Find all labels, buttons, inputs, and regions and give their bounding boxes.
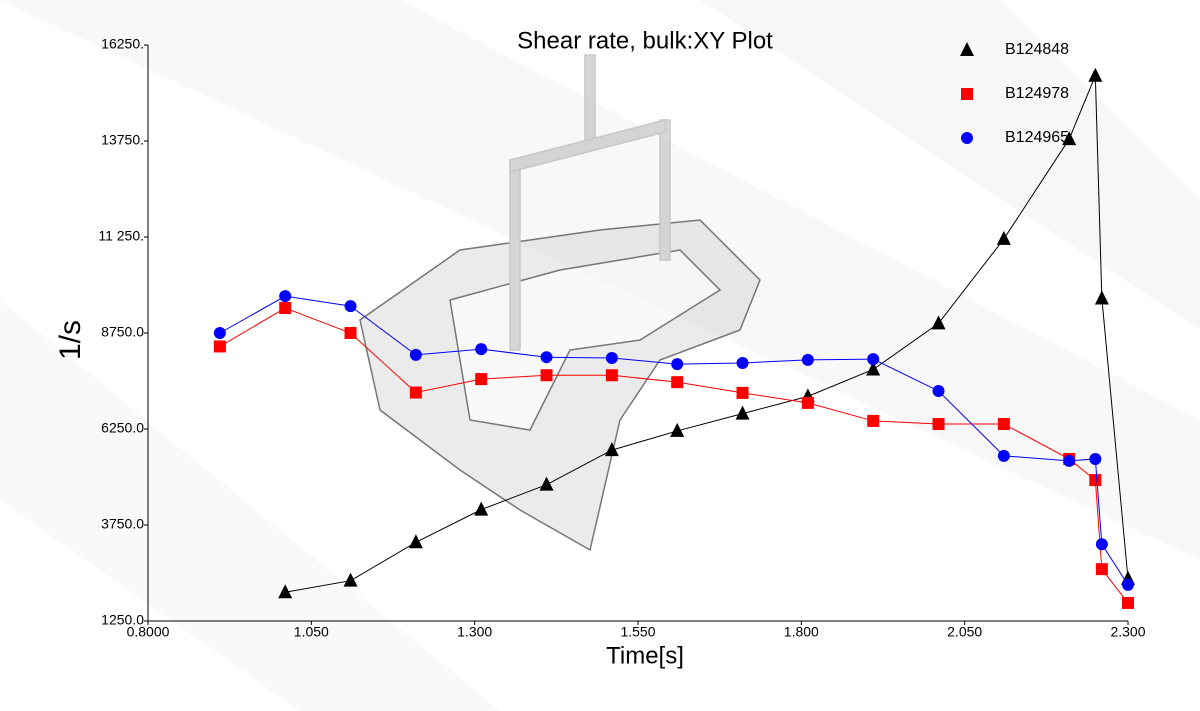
x-tick-label: 1.800 [784,624,819,640]
data-point [735,405,750,420]
data-point [996,230,1011,245]
data-point [540,369,553,382]
data-point [1122,596,1134,609]
data-point [866,361,881,376]
data-point [408,534,423,549]
data-point [1094,290,1109,305]
data-point [932,418,945,431]
x-tick-label: 0.8000 [127,624,170,640]
data-point [801,396,814,409]
data-point [344,300,357,313]
data-point [1062,131,1077,146]
data-point [671,376,684,389]
x-tick-label: 2.050 [947,624,982,640]
data-point [213,327,226,339]
data-point [279,290,292,303]
data-point [475,373,488,386]
y-tick-label: 3750.0 [101,516,144,532]
data-point [540,351,553,364]
legend-label: B124978 [1005,85,1069,102]
model-image [359,54,761,552]
data-point [409,348,422,361]
data-point [670,422,685,437]
data-point [1089,452,1102,465]
y-tick-label: 6250.0 [101,420,144,436]
x-axis-label: Time[s] [606,642,684,669]
y-tick-label: 11 250. [98,228,144,244]
data-point [604,442,619,457]
y-tick-label: 8750.0 [101,324,144,340]
data-point [475,343,488,356]
legend-marker [961,132,973,144]
data-point [1089,474,1102,487]
legend-marker [961,88,973,100]
legend-marker [960,42,974,56]
data-point [1063,454,1076,467]
data-point [605,351,618,364]
data-point [278,584,293,599]
data-point [736,356,749,369]
data-point [605,369,618,382]
data-point [867,353,880,366]
x-tick-label: 1.550 [620,624,655,640]
data-point [997,418,1010,431]
data-point [539,476,554,491]
chart-title: Shear rate, bulk:XY Plot [517,27,773,54]
y-tick-label: 1250.0 [101,612,144,628]
data-point [997,449,1010,462]
data-point [344,327,357,339]
series-line [285,75,1129,593]
data-point [932,384,945,397]
legend-label: B124965 [1005,129,1069,146]
legend-label: B124848 [1005,41,1069,58]
x-tick-label: 1.050 [294,624,329,640]
data-point [671,358,684,371]
data-point [1088,67,1103,82]
data-point [1095,538,1108,551]
y-tick-label: 16250. [101,36,144,52]
data-point [409,386,422,399]
data-point [1095,563,1108,576]
data-point [867,414,880,427]
y-axis-label: 1/s [54,320,87,360]
y-tick-label: 13750. [101,132,144,148]
data-point [474,501,489,516]
data-point [801,353,814,366]
x-tick-label: 1.300 [457,624,492,640]
data-point [213,340,226,353]
data-point [343,572,358,587]
x-tick-label: 2.300 [1110,624,1145,640]
data-point [1122,578,1134,591]
data-point [736,386,749,399]
data-point [279,302,292,315]
data-point [931,315,946,330]
